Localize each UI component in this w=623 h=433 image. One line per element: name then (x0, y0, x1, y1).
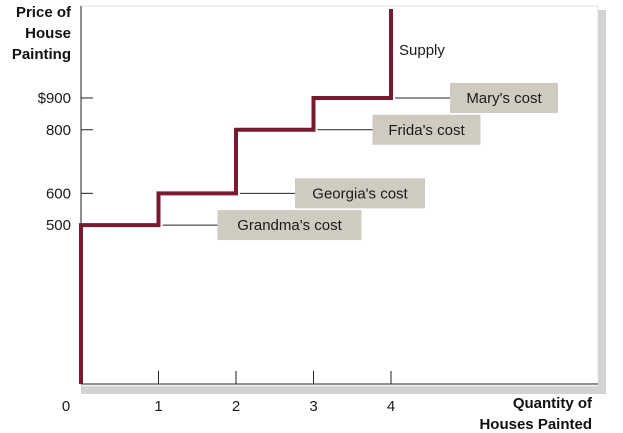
cost-label-box (372, 114, 481, 145)
x-tick-label: 2 (232, 398, 240, 415)
x-tick-label: 0 (62, 398, 70, 415)
cost-label: Mary's cost (466, 90, 542, 107)
y-axis-title-line: Painting (12, 46, 71, 63)
cost-label-box (295, 178, 425, 209)
cost-label: Grandma's cost (237, 217, 342, 234)
x-tick-label: 4 (387, 398, 395, 415)
x-axis-title-line: Houses Painted (479, 416, 592, 433)
y-tick-label: 500 (46, 217, 71, 234)
y-tick-label: 800 (46, 122, 71, 139)
series-label: Supply (399, 42, 445, 59)
frame-shadow-bottom (81, 386, 606, 394)
tick-marks: 0 1 2 3 4 500 600 800 $900 (38, 90, 396, 415)
axis-titles: Price of House Painting Quantity of Houses P… (12, 4, 593, 433)
x-tick-label: 3 (309, 398, 317, 415)
cost-label: Georgia's cost (312, 185, 408, 202)
y-tick-label: $900 (38, 90, 71, 107)
cost-label-box (450, 82, 558, 113)
annotations: Grandma's cost Georgia's cost Frida's cost… (217, 82, 558, 241)
x-tick-label: 1 (154, 398, 162, 415)
y-tick-label: 600 (46, 185, 71, 202)
cost-leader-lines (162, 97, 450, 226)
y-axis-title-line: House (25, 25, 71, 42)
series-layer: Supply (79, 9, 445, 384)
cost-label-box (217, 210, 362, 241)
cost-label: Frida's cost (388, 122, 465, 139)
frame-shadow-right (598, 10, 606, 394)
x-axis-title-line: Quantity of (513, 395, 593, 412)
y-axis-title-line: Price of (16, 4, 72, 21)
supply-line (79, 9, 393, 384)
